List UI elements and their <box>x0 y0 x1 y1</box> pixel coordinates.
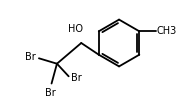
Text: Br: Br <box>71 73 82 83</box>
Text: CH3: CH3 <box>157 26 177 36</box>
Text: Br: Br <box>25 52 35 62</box>
Text: HO: HO <box>68 24 83 34</box>
Text: Br: Br <box>45 88 56 98</box>
